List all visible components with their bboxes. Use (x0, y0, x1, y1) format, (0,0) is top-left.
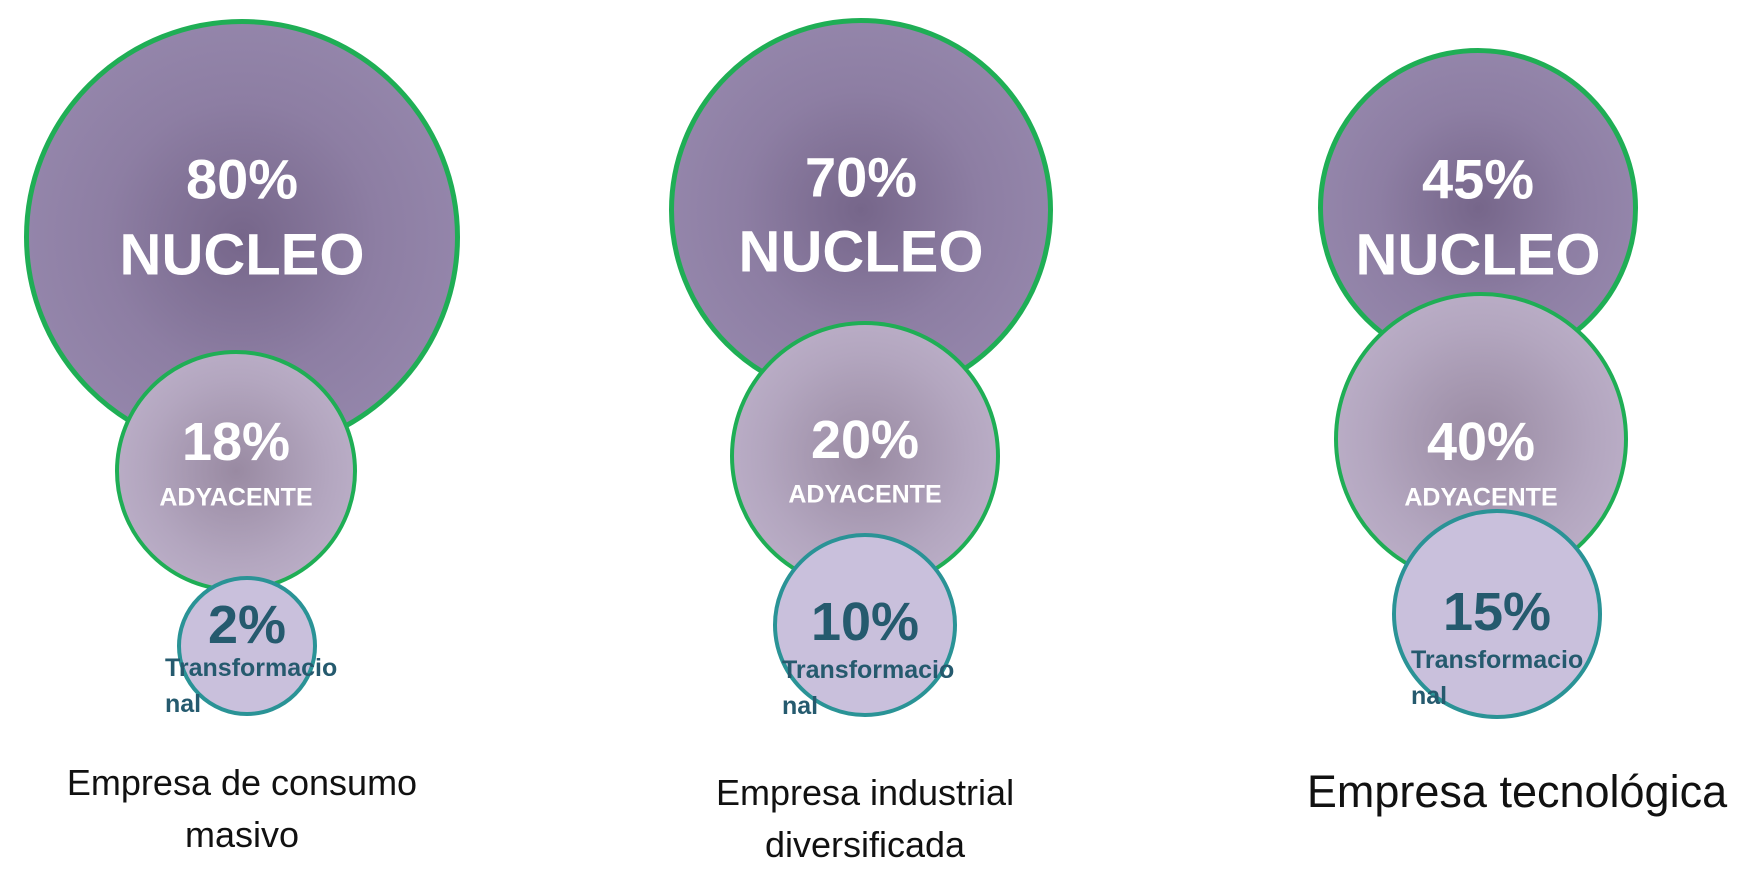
nucleo-value: 70% (804, 145, 918, 209)
company-name: Empresa de consumo masivo (66, 762, 418, 855)
nucleo-label: NUCLEO (738, 219, 984, 285)
adyacente-circle (115, 350, 357, 592)
nucleo-value: 80% (185, 147, 299, 211)
company-name: Empresa industrial diversificada (715, 772, 1015, 865)
adyacente-label: ADYACENTE (1404, 483, 1558, 512)
nucleo-value: 45% (1421, 147, 1535, 211)
transformacional-value: 2% (207, 595, 287, 655)
transformacional-value: 10% (810, 592, 920, 652)
transformacional-label: Transformacional (165, 654, 338, 718)
transformacional-circle (177, 576, 317, 716)
adyacente-value: 18% (181, 412, 291, 472)
transformacional-circle (773, 533, 957, 717)
transformacional-label: Transformacional (1411, 646, 1584, 710)
nucleo-label: NUCLEO (119, 222, 365, 288)
adyacente-value: 20% (810, 410, 920, 470)
company-name: Empresa tecnológica (1306, 766, 1728, 817)
nucleo-label: NUCLEO (1355, 222, 1601, 288)
transformacional-label: Transformacional (782, 656, 955, 720)
transformacional-circle (1392, 509, 1602, 719)
adyacente-value: 40% (1426, 412, 1536, 472)
adyacente-label: ADYACENTE (159, 483, 313, 512)
nucleo-circle (1318, 48, 1638, 368)
adyacente-label: ADYACENTE (788, 480, 942, 509)
transformacional-value: 15% (1442, 582, 1552, 642)
